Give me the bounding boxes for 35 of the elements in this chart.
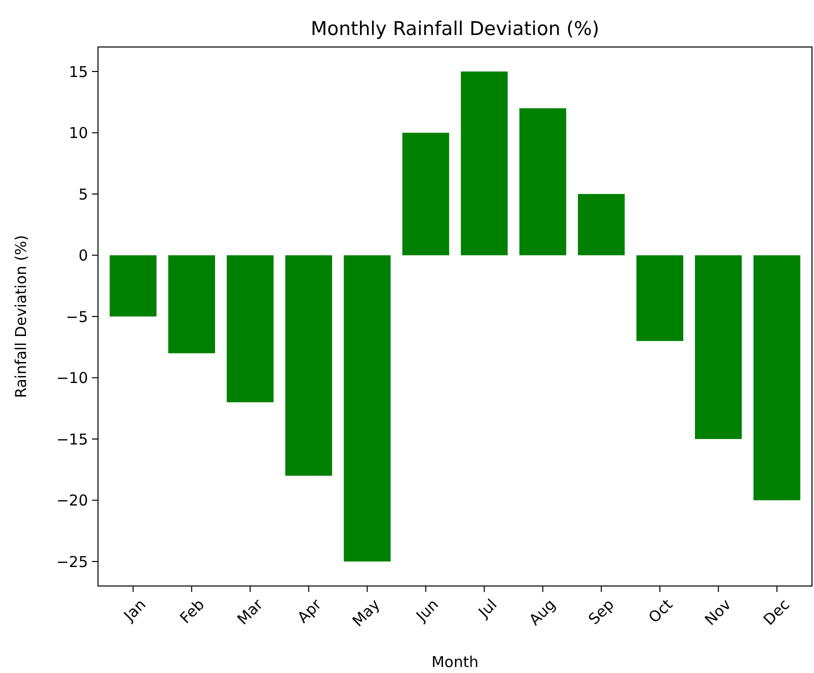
y-tick-label: 5 — [78, 185, 88, 204]
x-tick-label: Jun — [412, 596, 442, 626]
x-tick-label: Feb — [176, 596, 208, 628]
x-tick-label: Nov — [701, 595, 735, 629]
bar — [753, 255, 800, 500]
x-tick-label: Aug — [526, 596, 560, 629]
bar — [110, 255, 157, 316]
y-tick-label: 10 — [68, 124, 88, 142]
x-axis-title: Month — [431, 653, 479, 671]
bar — [168, 255, 216, 354]
bar — [519, 108, 566, 256]
y-tick-label: −5 — [66, 308, 88, 326]
bar — [578, 194, 625, 256]
bar — [460, 72, 508, 256]
bar — [636, 255, 684, 341]
y-tick-label: −20 — [56, 492, 88, 510]
x-tick-label: Sep — [584, 596, 618, 628]
y-tick-label: 0 — [78, 246, 88, 264]
bar — [694, 255, 742, 439]
x-tick-label: Oct — [645, 595, 676, 627]
bar — [226, 255, 274, 402]
x-tick-label: Apr — [294, 594, 326, 627]
y-axis-title: Rainfall Deviation (%) — [12, 234, 30, 398]
x-tick-label: Jan — [120, 596, 150, 626]
x-tick-label: Mar — [234, 594, 267, 628]
x-tick-label: Jul — [474, 596, 501, 622]
x-tick-label: Dec — [760, 596, 794, 629]
bar — [344, 255, 391, 562]
y-tick-label: −15 — [56, 430, 88, 448]
bar — [402, 132, 450, 256]
chart-title: Monthly Rainfall Deviation (%) — [310, 18, 600, 40]
bar — [285, 255, 332, 476]
y-tick-label: −25 — [56, 552, 88, 571]
y-tick-label: 15 — [68, 62, 88, 81]
y-tick-label: −10 — [56, 369, 88, 387]
